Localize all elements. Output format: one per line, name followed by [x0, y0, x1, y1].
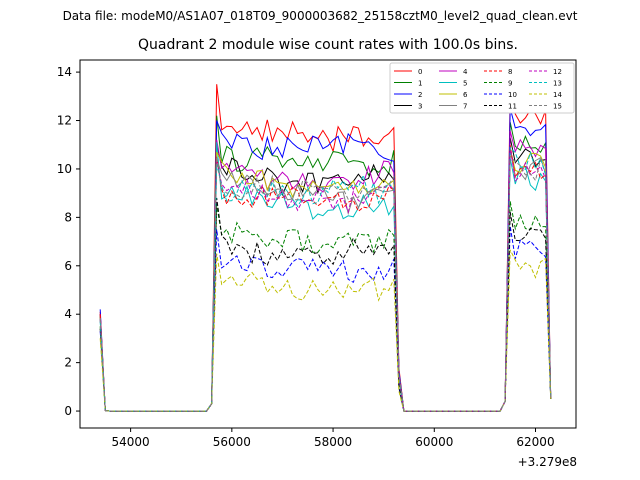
series-line-3	[99, 137, 552, 412]
y-tick-label: 8	[64, 210, 72, 224]
legend-label: 7	[463, 103, 467, 111]
y-tick-label: 14	[57, 65, 72, 79]
series-line-9	[99, 201, 552, 412]
series-line-8	[99, 145, 552, 412]
series-line-4	[99, 130, 552, 412]
legend-label: 14	[553, 91, 562, 99]
x-tick-label: 58000	[314, 435, 352, 449]
legend-label: 12	[553, 68, 562, 76]
y-tick-label: 0	[64, 404, 72, 418]
series-line-10	[99, 226, 552, 412]
x-axis-offset-label: +3.279e8	[518, 455, 577, 469]
legend-label: 11	[508, 103, 517, 111]
axes-frame	[79, 59, 577, 429]
plot-area	[99, 84, 552, 412]
legend-label: 8	[508, 68, 512, 76]
legend-label: 1	[418, 80, 422, 88]
legend-label: 9	[508, 80, 512, 88]
series-line-11	[99, 197, 552, 412]
x-tick-label: 62000	[516, 435, 554, 449]
y-tick-label: 2	[64, 356, 72, 370]
series-line-2	[99, 108, 552, 412]
legend-box	[389, 62, 575, 114]
legend-label: 6	[463, 91, 468, 99]
legend-label: 3	[418, 103, 422, 111]
y-tick-label: 4	[64, 307, 72, 321]
x-tick-label: 60000	[415, 435, 453, 449]
series-line-15	[99, 154, 552, 412]
legend-label: 5	[463, 80, 467, 88]
series-line-5	[99, 142, 552, 412]
legend-label: 13	[553, 80, 562, 88]
x-tick-label: 54000	[112, 435, 150, 449]
series-line-14	[99, 249, 552, 412]
legend-label: 15	[553, 103, 562, 111]
series-line-0	[99, 84, 552, 412]
y-tick-label: 10	[57, 162, 72, 176]
legend-label: 4	[463, 68, 468, 76]
series-line-1	[99, 115, 552, 412]
legend-label: 2	[418, 91, 422, 99]
y-tick-label: 12	[57, 114, 72, 128]
legend-label: 0	[418, 68, 422, 76]
figure-suptitle: Data file: modeM0/AS1A07_018T09_90000036…	[63, 9, 578, 23]
x-tick-label: 56000	[213, 435, 251, 449]
legend-label: 10	[508, 91, 517, 99]
chart-title: Quadrant 2 module wise count rates with …	[138, 37, 518, 53]
y-tick-label: 6	[64, 259, 72, 273]
